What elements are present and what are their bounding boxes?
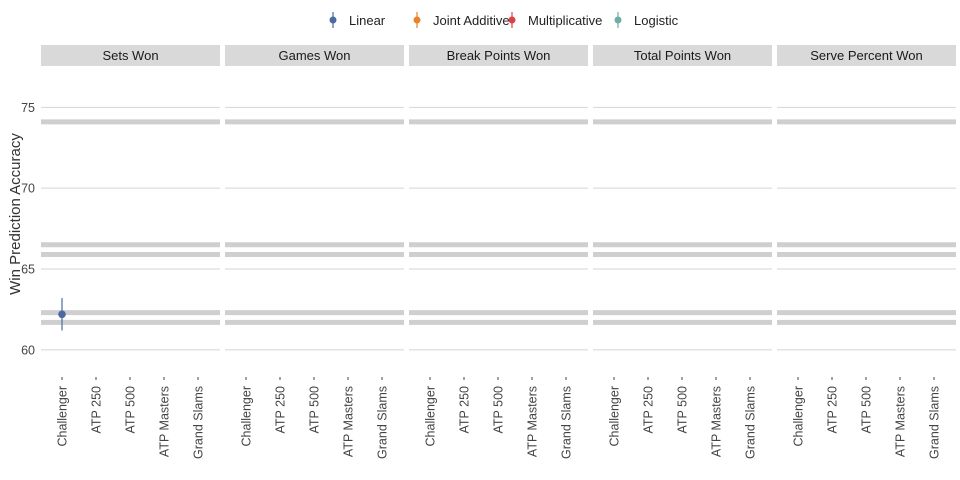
panel-title: Break Points Won [447, 48, 551, 63]
x-tick-label: Challenger [240, 386, 254, 446]
legend-key-dot [508, 16, 516, 24]
panel-title: Sets Won [102, 48, 158, 63]
panel-title: Games Won [278, 48, 350, 63]
x-tick-label: ATP 250 [274, 386, 288, 434]
x-tick-label: Grand Slams [744, 386, 758, 459]
legend-label: Logistic [634, 13, 679, 28]
x-tick-label: ATP 500 [308, 386, 322, 434]
x-tick-label: ATP Masters [526, 386, 540, 457]
x-tick-label: ATP 500 [492, 386, 506, 434]
panel-strip [409, 45, 588, 66]
panel-title: Total Points Won [634, 48, 731, 63]
x-tick-label: ATP 250 [458, 386, 472, 434]
y-tick-label: 60 [21, 343, 35, 357]
y-tick-label: 70 [21, 182, 35, 196]
panel-total-points-won: Total Points Won Challenger ATP 250 ATP 500… [593, 45, 772, 459]
x-tick-label: Challenger [792, 386, 806, 446]
panel-strip [225, 45, 404, 66]
x-tick-label: Challenger [56, 386, 70, 446]
x-tick-label: Grand Slams [192, 386, 206, 459]
panel-title: Serve Percent Won [810, 48, 922, 63]
y-tick-label: 75 [21, 101, 35, 115]
x-tick-label: Grand Slams [376, 386, 390, 459]
y-tick-label: 65 [21, 263, 35, 277]
x-tick-label: ATP 500 [860, 386, 874, 434]
legend-label: Joint Additive [433, 13, 510, 28]
legend-item-multiplicative: Multiplicative [508, 12, 602, 28]
x-tick-label: Grand Slams [560, 386, 574, 459]
x-tick-label: Challenger [608, 386, 622, 446]
legend-label: Linear [349, 13, 386, 28]
x-tick-label: ATP 500 [124, 386, 138, 434]
x-tick-label: ATP 250 [90, 386, 104, 434]
x-tick-label: ATP Masters [342, 386, 356, 457]
panel-strip [777, 45, 956, 66]
legend-item-linear: Linear [329, 12, 386, 28]
legend-key-dot [329, 16, 337, 24]
panels: Sets Won Challenger ATP 250 ATP 500 ATP Mast… [41, 45, 956, 459]
x-tick-label: ATP 500 [676, 386, 690, 434]
data-point [58, 310, 66, 319]
panel-break-points-won: Break Points Won Challenger ATP 250 ATP 500… [409, 45, 588, 459]
panel-strip [593, 45, 772, 66]
legend-key-dot [614, 16, 622, 24]
y-axis-label: Win Prediction Accuracy [7, 133, 24, 295]
x-tick-label: ATP Masters [894, 386, 908, 457]
x-tick-label: ATP 250 [826, 386, 840, 434]
x-tick-label: ATP 250 [642, 386, 656, 434]
panel-strip [41, 45, 220, 66]
panel-serve-percent-won: Serve Percent Won Challenger ATP 250 ATP 50… [777, 45, 956, 459]
x-tick-label: Challenger [424, 386, 438, 446]
panel-games-won: Games Won Challenger ATP 250 ATP 500 ATP Mas… [225, 45, 404, 459]
panel-sets-won: Sets Won Challenger ATP 250 ATP 500 ATP Mast… [41, 45, 220, 459]
legend-item-logistic: Logistic [614, 12, 679, 28]
legend-item-joint-additive: Joint Additive [413, 12, 510, 28]
x-tick-label: Grand Slams [928, 386, 942, 459]
legend: Linear Joint Additive Multiplicative Logist… [329, 12, 679, 28]
x-tick-label: ATP Masters [158, 386, 172, 457]
legend-key-dot [413, 16, 421, 24]
x-tick-label: ATP Masters [710, 386, 724, 457]
legend-label: Multiplicative [528, 13, 602, 28]
y-axis-ticks: 60 65 70 75 [21, 101, 35, 358]
